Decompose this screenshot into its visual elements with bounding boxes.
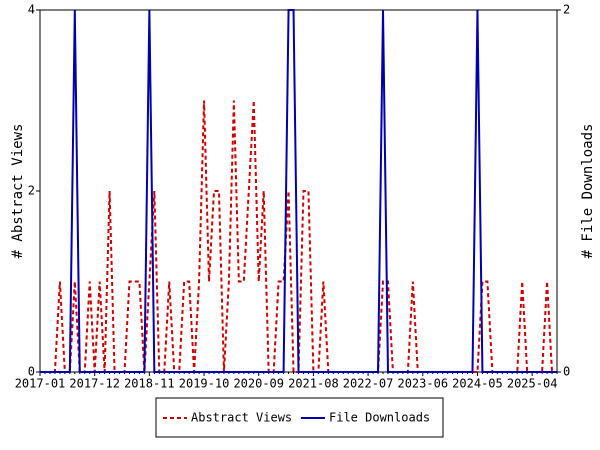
y-axis-label: # Abstract Views bbox=[10, 124, 26, 259]
x-tick-label: 2022-07 bbox=[343, 377, 394, 391]
x-tick-label: 2025-04 bbox=[507, 377, 558, 391]
x-tick-label: 2018-11 bbox=[124, 377, 175, 391]
series-line bbox=[40, 9, 557, 373]
y-tick-label: 0 bbox=[28, 365, 35, 379]
y2-tick-label: 2 bbox=[563, 3, 570, 17]
legend-box bbox=[155, 397, 444, 438]
x-tick-label: 2020-09 bbox=[233, 377, 284, 391]
x-tick-label: 2019-10 bbox=[179, 377, 230, 391]
x-tick-label: 2017-12 bbox=[69, 377, 120, 391]
y-tick-label: 2 bbox=[28, 184, 35, 198]
legend-label: File Downloads bbox=[329, 411, 430, 425]
legend-label: Abstract Views bbox=[191, 411, 292, 425]
y2-axis-label: # File Downloads bbox=[580, 124, 596, 259]
x-tick-label: 2024-05 bbox=[452, 377, 503, 391]
x-tick-label: 2023-06 bbox=[397, 377, 448, 391]
y-tick-label: 4 bbox=[28, 3, 35, 17]
x-tick-label: 2017-01 bbox=[15, 377, 66, 391]
x-tick-label: 2021-08 bbox=[288, 377, 339, 391]
y2-tick-label: 0 bbox=[563, 365, 570, 379]
